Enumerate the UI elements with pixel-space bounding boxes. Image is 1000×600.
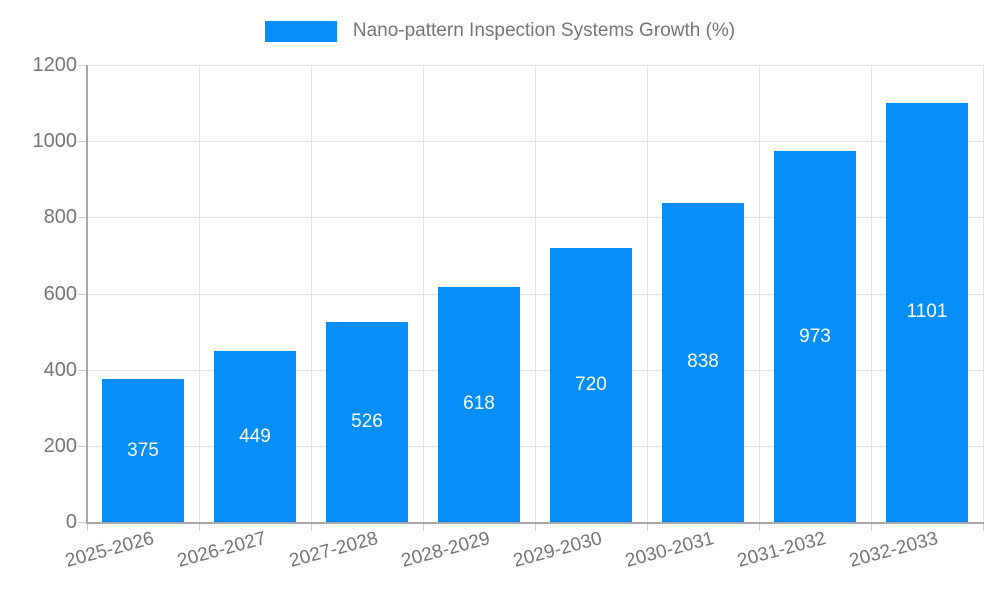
x-axis-label: 2029-2030 [511, 528, 605, 572]
y-axis-tick [78, 141, 86, 143]
x-axis-tick [199, 523, 200, 531]
bar[interactable] [662, 202, 744, 522]
bar-value-label: 1101 [906, 301, 948, 323]
x-axis-label: 2026-2027 [175, 528, 269, 572]
chart-title: Nano-pattern Inspection Systems Growth (… [352, 20, 736, 41]
x-axis-tick [759, 523, 760, 531]
x-axis-tick [871, 523, 872, 531]
y-axis-label: 600 [43, 282, 77, 305]
y-axis-label: 0 [65, 511, 77, 533]
y-axis-label: 400 [43, 358, 77, 381]
bar[interactable] [886, 102, 968, 522]
y-axis-tick [78, 293, 86, 295]
x-axis-line [86, 522, 984, 524]
legend-swatch[interactable] [264, 20, 337, 42]
x-axis-tick [87, 523, 88, 531]
y-axis-tick [78, 445, 86, 447]
x-axis-label: 2027-2028 [287, 528, 381, 572]
y-axis-tick [78, 217, 86, 219]
y-axis-tick [78, 65, 86, 66]
y-axis-line [86, 65, 88, 523]
bar-value-label: 618 [463, 393, 495, 415]
v-gridline [759, 65, 760, 522]
y-axis-label: 1000 [32, 130, 78, 153]
v-gridline [535, 65, 536, 522]
x-axis-label: 2028-2029 [399, 528, 493, 572]
v-gridline [311, 65, 312, 522]
x-axis-tick [535, 523, 536, 531]
bar-value-label: 720 [575, 373, 607, 395]
bar-value-label: 838 [687, 351, 719, 373]
x-axis-tick [423, 523, 424, 531]
x-axis-label: 2025-2026 [63, 528, 157, 572]
bar[interactable] [214, 351, 296, 522]
v-gridline [647, 65, 648, 522]
bar[interactable] [438, 286, 520, 522]
bar[interactable] [326, 321, 408, 522]
v-gridline [871, 65, 872, 522]
y-axis-tick [78, 369, 86, 371]
bar-value-label: 375 [127, 439, 159, 461]
y-axis-label: 1200 [32, 54, 78, 76]
y-axis-label: 800 [43, 206, 77, 229]
bar[interactable] [550, 247, 632, 522]
v-gridline [423, 65, 424, 522]
y-axis-label: 200 [43, 434, 77, 457]
x-axis-tick [311, 523, 312, 531]
bar[interactable] [774, 151, 856, 522]
y-axis-tick [78, 522, 86, 523]
x-axis-label: 2030-2031 [623, 528, 717, 572]
v-gridline [983, 65, 984, 522]
legend[interactable]: Nano-pattern Inspection Systems Growth (… [0, 20, 1000, 42]
bar-value-label: 449 [239, 425, 271, 447]
bar-value-label: 526 [351, 410, 383, 432]
v-gridline [199, 65, 200, 522]
x-axis-label: 2032-2033 [847, 528, 941, 572]
bar-value-label: 973 [799, 325, 831, 347]
x-axis-tick [983, 523, 984, 531]
x-axis-label: 2031-2032 [735, 528, 829, 572]
x-axis-tick [647, 523, 648, 531]
bar[interactable] [102, 379, 184, 522]
